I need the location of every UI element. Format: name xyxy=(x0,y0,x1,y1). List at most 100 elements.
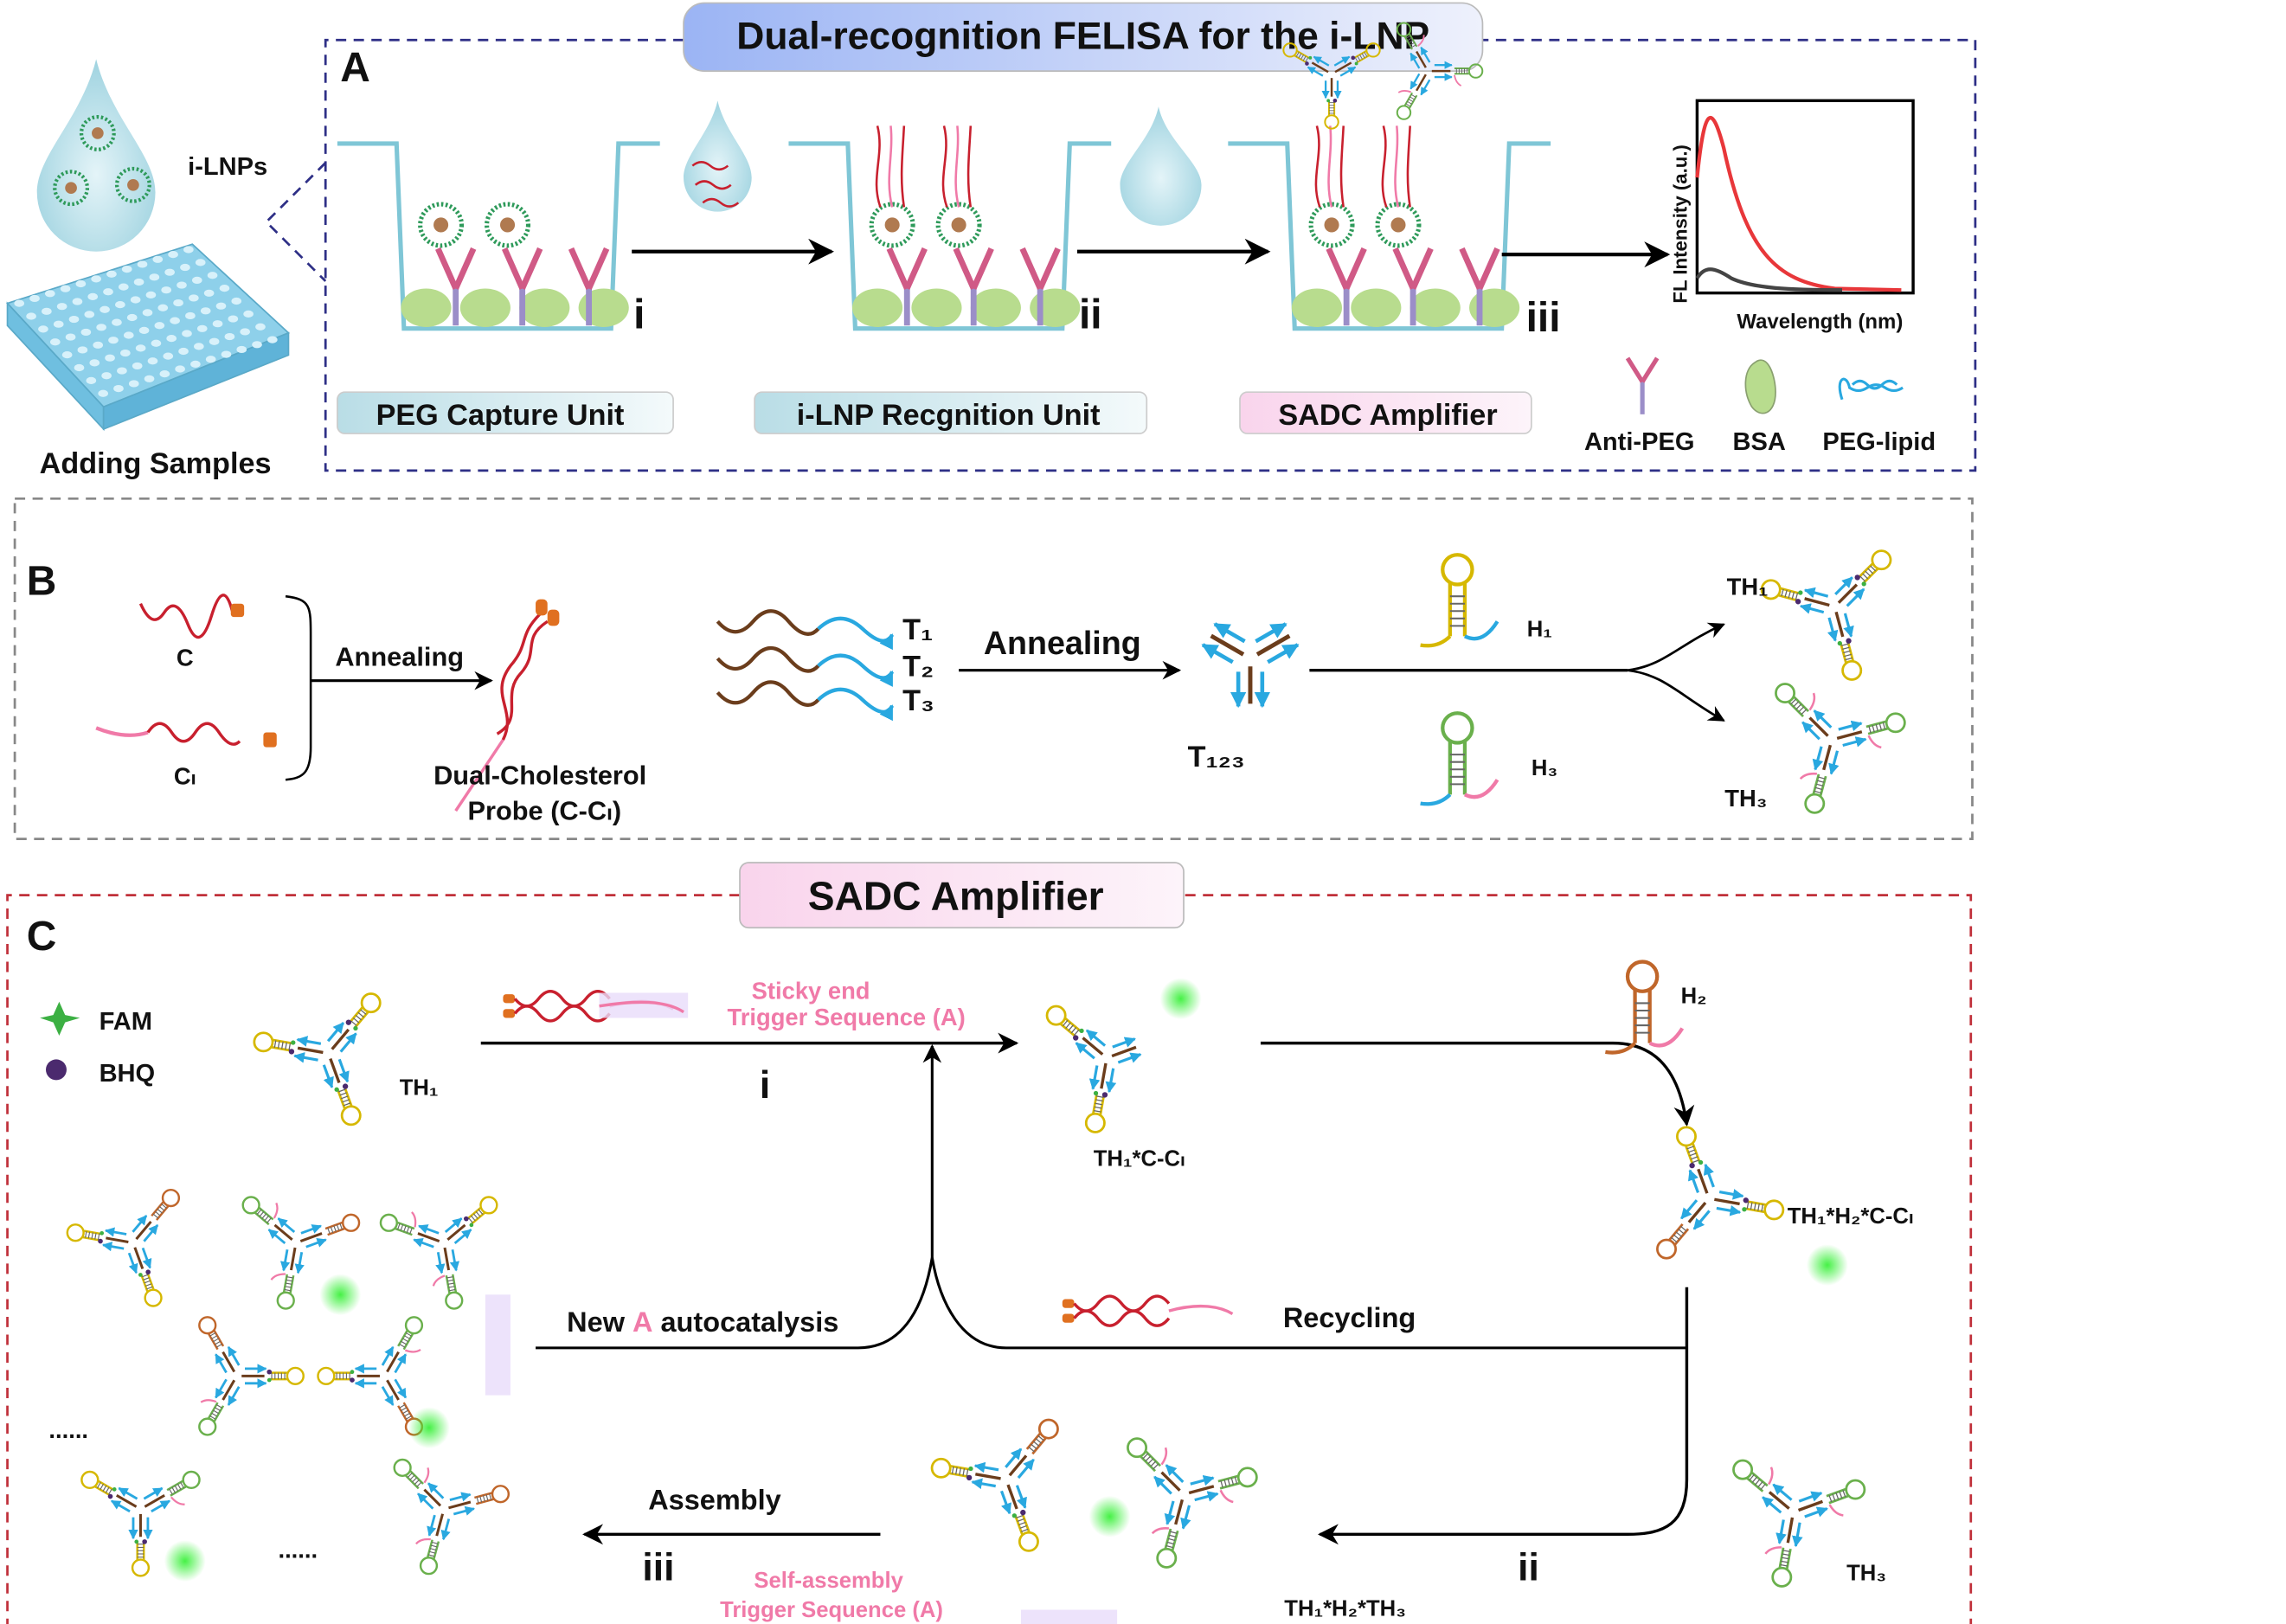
base-pair xyxy=(446,1276,453,1279)
bhq-quencher xyxy=(142,1539,147,1544)
cholesterol-tag xyxy=(503,1009,516,1018)
step-iii-label: iii xyxy=(1526,295,1561,341)
panel-a-title-box xyxy=(683,2,1484,72)
base-pair xyxy=(1409,42,1415,46)
plate-well xyxy=(138,326,150,334)
base-pair xyxy=(1032,1441,1040,1447)
base-pair xyxy=(1019,1525,1027,1529)
plate-well xyxy=(189,294,199,302)
blue-strand xyxy=(1164,1500,1176,1525)
fam-glow xyxy=(319,1274,362,1316)
plate-well xyxy=(118,283,129,291)
blue-strand xyxy=(394,1378,408,1399)
base-pair xyxy=(428,1550,436,1554)
base-pair xyxy=(1840,643,1849,646)
hairpin-stem xyxy=(82,1236,101,1242)
blue-strand xyxy=(381,1386,395,1406)
base-pair xyxy=(1410,93,1416,98)
hairpin-loop xyxy=(1804,793,1826,814)
base-pair xyxy=(1021,1528,1029,1532)
blue-strand xyxy=(1333,55,1351,67)
blue-strand xyxy=(973,1461,999,1473)
blue-strand xyxy=(104,1227,127,1237)
probe-strand xyxy=(941,125,948,208)
y-junction-arm xyxy=(975,1473,1001,1480)
bhq-quencher xyxy=(266,1369,273,1375)
label-th3: TH₃ xyxy=(1724,785,1767,812)
y-junction-arm xyxy=(1714,1197,1740,1206)
lnp-core xyxy=(884,217,900,233)
network-motif xyxy=(317,1316,450,1449)
base-pair xyxy=(1675,1231,1682,1237)
base-pair xyxy=(1068,1024,1074,1031)
y-junction-arm xyxy=(222,1351,236,1373)
plate-well xyxy=(157,304,169,311)
bhq-quencher xyxy=(1743,1197,1749,1204)
blue-strand xyxy=(143,1486,164,1500)
base-pair xyxy=(1791,591,1795,600)
base-pair xyxy=(211,1335,218,1339)
plate-well xyxy=(135,344,146,352)
base-pair xyxy=(142,1274,149,1278)
unit-label-peg: PEG Capture Unit xyxy=(376,399,625,432)
fam-fluorophore xyxy=(1742,1207,1747,1212)
blue-strand xyxy=(1339,66,1357,77)
base-pair xyxy=(261,1213,267,1219)
pink-sticky-end xyxy=(415,1537,431,1545)
base-pair xyxy=(1298,53,1302,59)
hairpin-loop xyxy=(1732,1459,1754,1480)
hairpin-stem xyxy=(1785,1548,1792,1569)
fam-fluorophore xyxy=(1798,590,1803,595)
base-pair xyxy=(1689,1152,1697,1157)
base-pair xyxy=(336,1224,340,1231)
hairpin-loop xyxy=(1467,63,1484,79)
base-pair xyxy=(288,1043,292,1050)
base-pair xyxy=(1687,1149,1696,1153)
plate-well xyxy=(87,292,99,300)
base-pair xyxy=(468,1217,473,1223)
base-pair xyxy=(405,1332,412,1337)
y-junction-arm xyxy=(1416,50,1427,68)
blue-strand xyxy=(143,1224,159,1242)
hairpin-tail-left xyxy=(1420,634,1452,648)
base-pair xyxy=(1405,103,1411,107)
fam-fluorophore xyxy=(291,1040,296,1045)
inset-ylabel: FL Intensity (a.u.) xyxy=(1669,144,1691,304)
plate-well xyxy=(228,315,239,323)
base-pair xyxy=(1788,590,1791,599)
y-junction-arm xyxy=(1210,633,1245,657)
hairpin-loop xyxy=(1018,1531,1039,1552)
hairpin-stem xyxy=(1862,568,1878,585)
hairpin-loop xyxy=(1441,711,1474,745)
plate-well xyxy=(100,305,110,313)
duplex-strand xyxy=(513,1005,611,1023)
plate-well xyxy=(126,313,138,322)
bhq-quencher xyxy=(1795,599,1801,605)
blue-strand xyxy=(1088,1065,1101,1090)
y-junction-arm xyxy=(1100,1062,1108,1089)
plate-well xyxy=(219,285,230,292)
base-pair xyxy=(215,1343,222,1348)
plate-well xyxy=(194,343,204,350)
bracket xyxy=(285,594,312,781)
hairpin-loop xyxy=(1771,1566,1793,1588)
plate-well xyxy=(96,324,106,331)
plate-well xyxy=(207,272,218,279)
base-pair xyxy=(1227,1478,1230,1486)
base-pair xyxy=(966,1468,969,1477)
hairpin-stem xyxy=(1294,55,1308,64)
base-pair xyxy=(211,1412,218,1417)
plate-well xyxy=(191,276,202,285)
base-pair xyxy=(1037,1435,1044,1441)
hairpin-loop xyxy=(360,992,382,1014)
plate-well xyxy=(195,259,206,266)
panel-c-frame xyxy=(6,894,1973,1624)
unit-label-ilnp: i-LNP Recgnition Unit xyxy=(797,399,1101,432)
probe-strand xyxy=(1394,125,1400,208)
y-junction-arm xyxy=(1837,583,1859,604)
blue-strand xyxy=(337,1058,350,1083)
y-junction-arm xyxy=(1797,1499,1824,1512)
pink-sticky-end xyxy=(1764,1546,1782,1555)
unit-box-sadc xyxy=(1239,391,1532,434)
y-junction-arm xyxy=(329,1057,341,1084)
